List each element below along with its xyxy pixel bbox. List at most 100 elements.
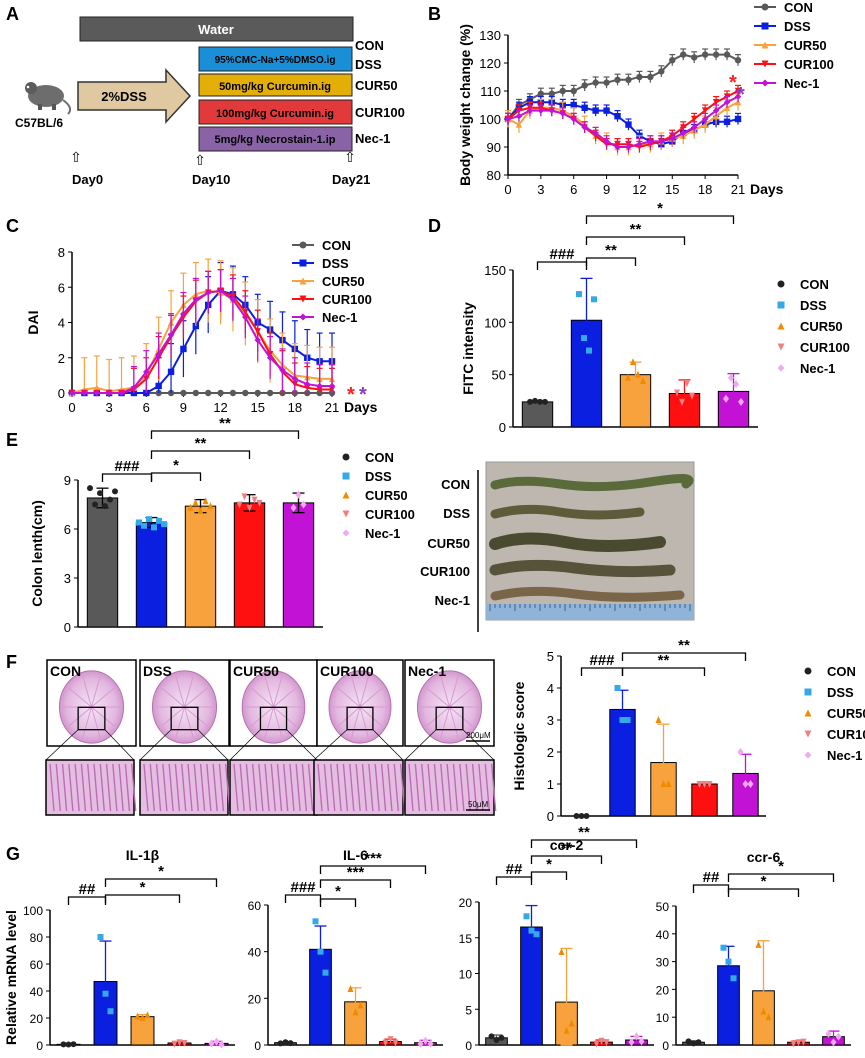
bar-DSS — [135, 521, 168, 628]
data-point-DSS — [146, 516, 152, 523]
data-point-Nec-1 — [614, 143, 621, 151]
significance-bracket — [585, 215, 735, 224]
data-point-DSS — [624, 717, 631, 723]
vehicle-box — [198, 46, 353, 72]
tissue-fold — [184, 706, 208, 727]
data-point-Nec-1 — [143, 368, 150, 376]
chart-ccr6: 0 10 20 30 40 50 ccr-6 ## * * — [656, 849, 851, 1053]
data-point-CON — [695, 1039, 702, 1046]
crypt — [478, 763, 484, 812]
photo-label-con: CON — [441, 477, 470, 492]
data-point-CON — [625, 76, 632, 84]
tissue-fold — [449, 675, 459, 708]
data-point-CUR50 — [192, 498, 199, 506]
panel-letter-a: A — [6, 4, 19, 24]
nec1-box — [198, 126, 353, 152]
data-point-CON — [636, 73, 643, 81]
data-point-DSS — [312, 918, 319, 925]
day21-arrow-icon: ⇧ — [344, 149, 356, 165]
data-point-Nec-1 — [835, 1032, 842, 1041]
data-point-CUR50 — [760, 1007, 767, 1015]
tissue-fold — [273, 675, 283, 708]
crypt — [124, 763, 131, 812]
zoom-region — [77, 706, 106, 731]
tissue-fold — [273, 706, 297, 727]
data-point-CUR50 — [640, 376, 646, 384]
data-point-CUR100 — [795, 1039, 802, 1047]
significance-bracket — [319, 865, 427, 874]
legend-label-CUR100: CUR100 — [800, 340, 850, 355]
tissue-fold — [184, 687, 208, 708]
data-point-CON — [690, 54, 698, 61]
y-tick-label: 0 — [36, 1039, 43, 1053]
panel-a: A Water CON C57BL/6 2%DSS 95%CMC-Na+5%DM… — [6, 4, 405, 187]
data-point-CON — [690, 1040, 697, 1047]
data-point-Nec-1 — [638, 1037, 645, 1046]
data-point-DSS — [97, 934, 104, 940]
data-point-CON — [488, 1033, 495, 1040]
data-point-CUR50 — [139, 1014, 146, 1021]
panel-letter-f: F — [6, 652, 17, 672]
data-point-CUR100 — [684, 380, 690, 388]
significance-label: ## — [506, 861, 523, 878]
legend-label-CUR50: CUR50 — [800, 319, 843, 334]
y-tick-label: 9 — [64, 473, 71, 488]
tissue-fold — [264, 675, 274, 708]
series-line-Nec-1 — [72, 289, 332, 394]
x-tick-label: 9 — [180, 400, 187, 415]
tissue-fold — [359, 706, 369, 739]
data-point-DSS — [167, 368, 175, 376]
y-tick-label: 1 — [547, 777, 554, 792]
data-point-Nec-1 — [548, 107, 556, 114]
crypt — [251, 763, 258, 812]
data-point-DSS — [730, 975, 737, 982]
y-tick-label: 10 — [459, 968, 473, 982]
panel-letter-e: E — [6, 430, 18, 450]
data-point-CON — [192, 389, 200, 397]
data-point-Nec-1 — [570, 115, 577, 123]
legend-marker-CON — [342, 453, 350, 461]
y-tick-label: 110 — [480, 84, 501, 99]
data-point-CON — [680, 51, 687, 58]
zoom-line — [229, 729, 261, 761]
x-tick-label: 18 — [288, 400, 302, 415]
data-point-Nec-1 — [155, 351, 162, 358]
y-tick-label: 2 — [547, 745, 554, 760]
data-point-Nec-1 — [254, 336, 261, 344]
data-point-DSS — [576, 291, 582, 298]
x-tick-label: 12 — [632, 182, 646, 197]
crypt — [295, 763, 301, 812]
crypt — [80, 763, 87, 812]
crypt — [155, 763, 162, 812]
legend-marker-CON — [761, 3, 769, 11]
data-point-CUR100 — [701, 107, 709, 114]
group-cur50-label: CUR50 — [355, 78, 398, 93]
y-tick-label: 60 — [248, 899, 262, 913]
zoom-region — [170, 706, 199, 731]
data-point-DSS — [155, 382, 162, 390]
crypt — [330, 763, 336, 812]
significance-bracket — [530, 855, 603, 864]
data-point-CON — [493, 1036, 500, 1043]
legend-marker-DSS — [299, 259, 307, 267]
zoom-region — [259, 706, 288, 731]
x-tick-label: 3 — [537, 182, 544, 197]
data-point-Nec-1 — [636, 141, 643, 148]
crypt — [112, 763, 118, 812]
data-point-Nec-1 — [712, 107, 720, 114]
photo-label-cur100: CUR100 — [420, 564, 470, 579]
legend-marker-Nec-1 — [761, 79, 769, 87]
water-bar — [79, 16, 354, 42]
significance-bracket — [150, 450, 251, 459]
y-tick-label: 50 — [656, 900, 670, 914]
y-tick-label: 0 — [64, 620, 71, 635]
data-point-DSS — [581, 104, 588, 111]
data-point-Nec-1 — [266, 354, 274, 361]
data-point-CUR100 — [706, 781, 713, 788]
y-tick-label: 0 — [254, 1039, 261, 1053]
data-point-CUR50 — [635, 370, 641, 378]
data-point-CUR100 — [712, 99, 720, 106]
data-point-CON — [204, 389, 212, 397]
data-point-Nec-1 — [515, 113, 523, 120]
